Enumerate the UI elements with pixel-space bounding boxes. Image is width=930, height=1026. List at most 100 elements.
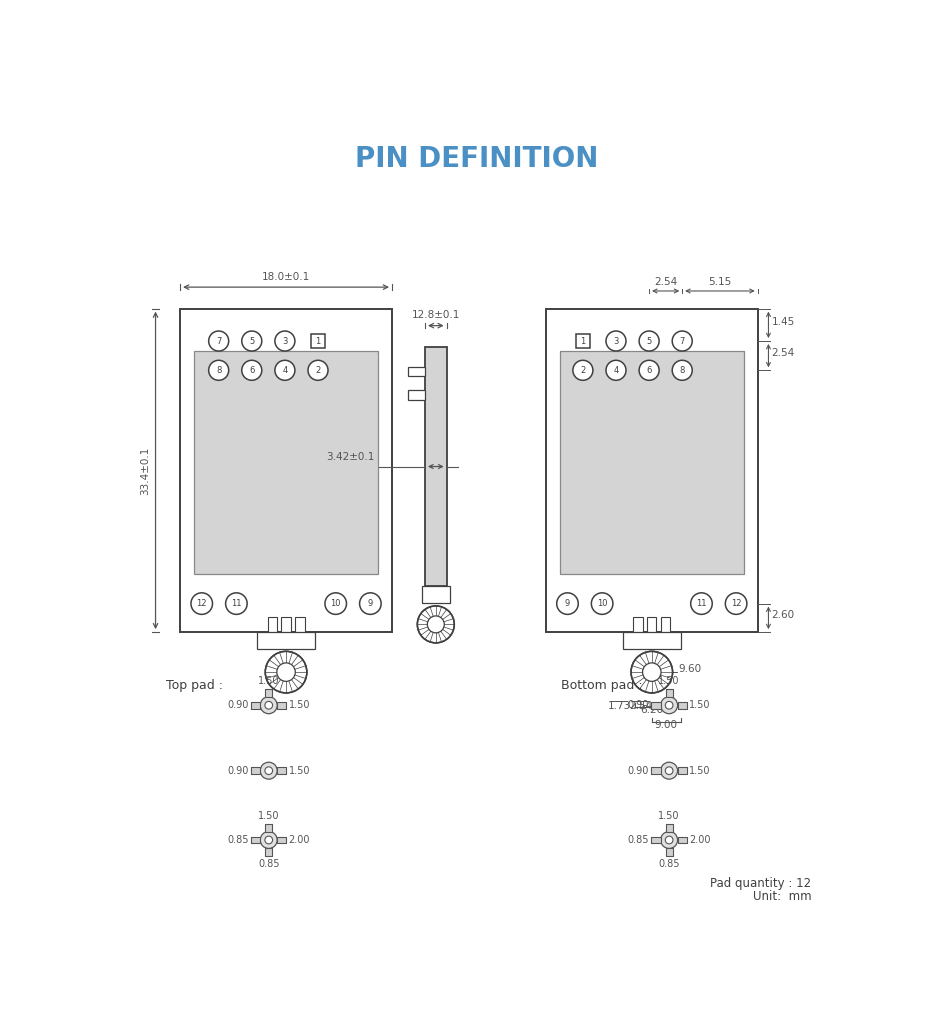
Text: 12.8±0.1: 12.8±0.1 [412, 310, 460, 320]
Text: 11: 11 [232, 599, 242, 608]
Bar [651, 767, 660, 775]
Text: 9.60: 9.60 [679, 664, 702, 674]
Text: 10: 10 [330, 599, 341, 608]
Circle shape [660, 762, 678, 779]
Circle shape [557, 593, 578, 615]
Circle shape [606, 331, 626, 351]
Circle shape [265, 702, 272, 709]
Circle shape [265, 652, 307, 693]
Circle shape [308, 360, 328, 381]
Bar [277, 836, 286, 843]
Text: 2.60: 2.60 [772, 609, 794, 620]
Text: 2: 2 [580, 366, 586, 374]
Text: 5: 5 [249, 337, 255, 346]
Bar [576, 334, 590, 348]
Text: 1.50: 1.50 [288, 700, 311, 710]
Circle shape [725, 593, 747, 615]
Text: 0.90: 0.90 [628, 700, 649, 710]
Text: 2: 2 [315, 366, 321, 374]
Bar [312, 334, 325, 348]
Text: 1.50: 1.50 [689, 700, 711, 710]
Text: 0.90: 0.90 [227, 700, 248, 710]
Text: 0.85: 0.85 [227, 835, 248, 845]
Text: 7: 7 [216, 337, 221, 346]
Text: 2.54: 2.54 [630, 701, 653, 711]
Circle shape [277, 663, 296, 681]
Circle shape [275, 331, 295, 351]
Circle shape [208, 360, 229, 381]
Text: Unit:  mm: Unit: mm [753, 890, 812, 903]
Circle shape [242, 360, 262, 381]
Text: 1.50: 1.50 [658, 676, 680, 686]
Text: 3: 3 [613, 337, 618, 346]
Bar [666, 824, 672, 831]
Circle shape [418, 606, 454, 643]
Circle shape [631, 652, 672, 693]
Text: 1.50: 1.50 [258, 676, 280, 686]
Circle shape [660, 697, 678, 714]
Text: 4: 4 [283, 366, 287, 374]
Text: 1: 1 [580, 337, 586, 346]
Text: Bottom pad :: Bottom pad : [562, 679, 643, 693]
Bar [180, 309, 392, 632]
Bar [651, 702, 660, 709]
Bar [251, 702, 260, 709]
Text: 1: 1 [315, 337, 321, 346]
Circle shape [691, 593, 712, 615]
Text: 2.00: 2.00 [288, 835, 311, 845]
Circle shape [360, 593, 381, 615]
Text: 12: 12 [196, 599, 207, 608]
Circle shape [325, 593, 347, 615]
Circle shape [665, 766, 673, 775]
Text: 3.42±0.1: 3.42±0.1 [326, 451, 375, 462]
Text: 1.50: 1.50 [689, 765, 711, 776]
Bar [647, 617, 657, 634]
Circle shape [672, 331, 692, 351]
Bar [194, 351, 379, 575]
Text: Pad quantity : 12: Pad quantity : 12 [711, 877, 812, 891]
Text: 1.45: 1.45 [772, 317, 795, 327]
Text: 4: 4 [614, 366, 618, 374]
Circle shape [208, 331, 229, 351]
Text: 3: 3 [282, 337, 287, 346]
Bar [666, 689, 672, 697]
Circle shape [660, 831, 678, 849]
Text: 0.85: 0.85 [628, 835, 649, 845]
Circle shape [672, 360, 692, 381]
Bar [296, 617, 304, 634]
Text: 12: 12 [731, 599, 741, 608]
Circle shape [265, 766, 272, 775]
Text: 6: 6 [249, 366, 255, 374]
Text: 33.4±0.1: 33.4±0.1 [140, 446, 150, 495]
Bar [546, 309, 758, 632]
Text: 2.00: 2.00 [689, 835, 711, 845]
Text: 9: 9 [565, 599, 570, 608]
Text: 2.54: 2.54 [654, 277, 677, 287]
Circle shape [639, 331, 659, 351]
Circle shape [639, 360, 659, 381]
Text: PIN DEFINITION: PIN DEFINITION [355, 145, 598, 172]
Circle shape [643, 663, 661, 681]
Circle shape [606, 360, 626, 381]
Bar [678, 767, 687, 775]
Text: 18.0±0.1: 18.0±0.1 [262, 272, 311, 282]
Bar [560, 351, 744, 575]
Circle shape [260, 831, 277, 849]
Circle shape [265, 836, 272, 843]
Text: 0.85: 0.85 [258, 859, 280, 869]
Text: 10: 10 [597, 599, 607, 608]
Bar [277, 767, 286, 775]
Bar [268, 617, 277, 634]
Text: 0.90: 0.90 [628, 765, 649, 776]
Bar [678, 836, 687, 843]
Text: 2.54: 2.54 [772, 348, 795, 358]
Bar [251, 836, 260, 843]
Bar [257, 632, 315, 649]
Text: 1.73: 1.73 [608, 701, 631, 711]
Bar [277, 702, 286, 709]
Bar [251, 767, 260, 775]
Bar [661, 617, 671, 634]
Circle shape [665, 836, 673, 843]
Circle shape [591, 593, 613, 615]
Bar [265, 849, 272, 856]
